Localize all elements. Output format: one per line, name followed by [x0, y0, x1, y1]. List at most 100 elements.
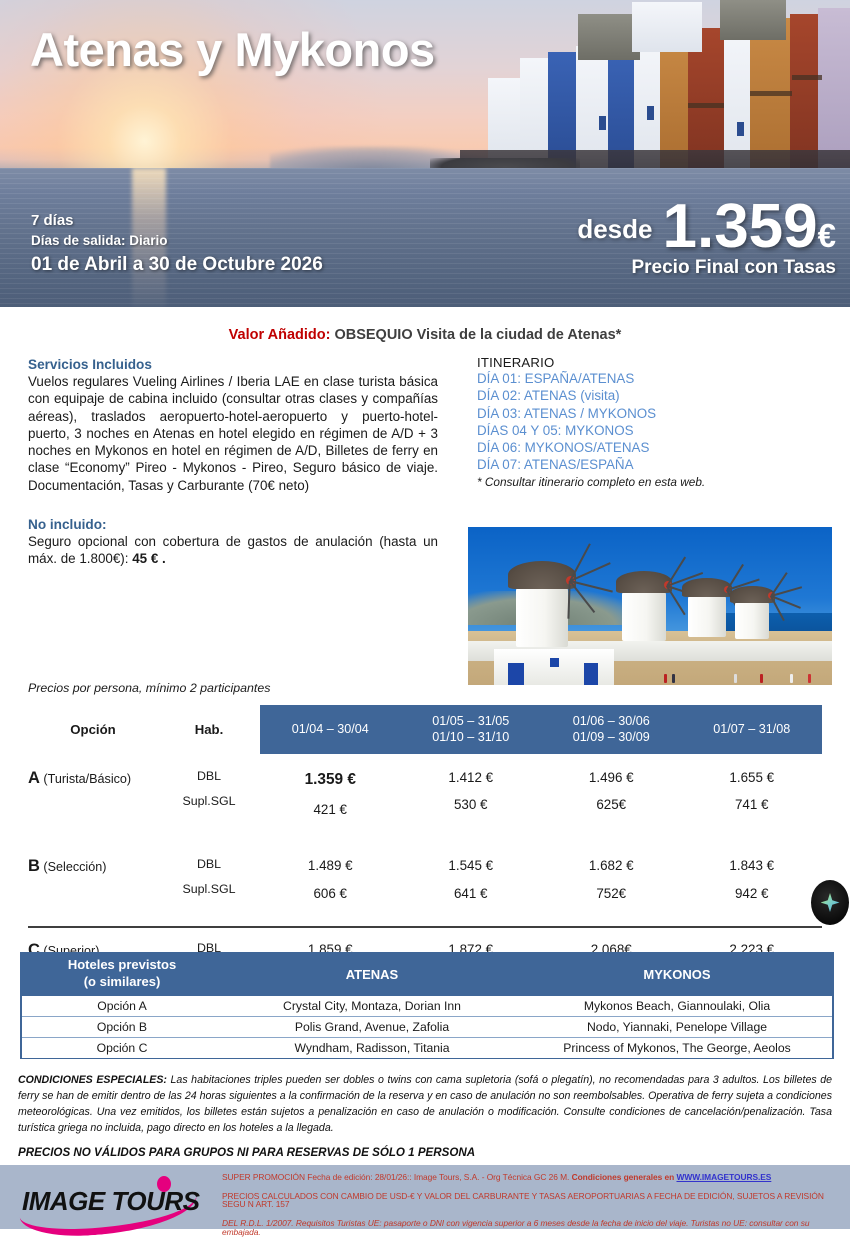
mykonos-windmills-photo [468, 527, 832, 685]
header-date-columns: 01/04 – 30/04 01/05 – 31/05 01/10 – 31/1… [260, 705, 822, 754]
windmill-4 [730, 571, 802, 639]
price-final-note: Precio Final con Tasas [631, 257, 836, 279]
windmill-1 [508, 542, 613, 647]
header-hab: Hab. [194, 722, 224, 737]
price-currency: € [817, 217, 836, 255]
price-row-a-hab-dbl: DBL [196, 769, 222, 783]
date-column-2-line2: 01/10 – 31/10 [432, 729, 510, 744]
hotels-row-b: Opción B Polis Grand, Avenue, Zafolia No… [22, 1017, 832, 1038]
price-a-sgl-4: 741 € [734, 797, 769, 813]
logo-dot-icon [157, 1176, 171, 1192]
itinerary-day-6: DÍA 06: MYKONOS/ATENAS [477, 440, 650, 456]
itinerary-day-3: DÍA 03: ATENAS / MYKONOS [477, 405, 657, 421]
price-row-b: B (Selección) DBL Supl.SGL 1.489 € 606 €… [28, 852, 822, 907]
footer-legal-text: SUPER PROMOCIÓN Fecha de edición: 28/01/… [222, 1173, 842, 1247]
price-row-a-col-3: 1.496 € 625€ [541, 764, 682, 823]
price-row-b-col-2: 1.545 € 641 € [401, 852, 542, 907]
itinerary-block: ITINERARIO DÍA 01: ESPAÑA/ATENAS DÍA 02:… [477, 355, 827, 489]
page-title: Atenas y Mykonos [30, 23, 435, 76]
price-b-sgl-3: 752€ [596, 885, 627, 901]
price-b-dbl-1: 1.489 € [307, 858, 353, 874]
price-row-a-letter: A [28, 769, 40, 787]
price-row-a: A (Turista/Básico) DBL Supl.SGL 1.359 € … [28, 764, 822, 823]
price-row-a-hab: DBL Supl.SGL [158, 764, 260, 815]
photo-person-4 [760, 674, 763, 683]
hero-price-block: desde 1.359 € Precio Final con Tasas [577, 192, 836, 279]
price-row-b-hab: DBL Supl.SGL [158, 852, 260, 903]
itinerary-note: * Consultar itinerario completo en esta … [477, 474, 706, 489]
added-value-label: Valor Añadido: [228, 327, 331, 343]
price-row-spacer-2 [28, 907, 822, 936]
hotels-header-atenas: ATENAS [345, 966, 399, 982]
windmill-2 [616, 556, 704, 641]
photo-door-1 [508, 663, 524, 685]
hero-banner: Atenas y Mykonos 7 días Días de salida: … [0, 0, 850, 307]
added-value-text: OBSEQUIO Visita de la ciudad de Atenas* [330, 327, 622, 343]
price-row-a-col-4: 1.655 € 741 € [682, 764, 823, 823]
hotels-row-b-atenas: Polis Grand, Avenue, Zafolia [294, 1020, 450, 1034]
hotels-row-b-mykonos: Nodo, Yiannaki, Penelope Village [586, 1020, 767, 1034]
prices-table: Opción Hab. 01/04 – 30/04 01/05 – 31/05 … [28, 705, 822, 991]
price-row-a-hab-sgl: Supl.SGL [182, 794, 236, 809]
price-b-sgl-2: 641 € [453, 885, 488, 901]
hero-trip-info: 7 días Días de salida: Diario 01 de Abri… [31, 212, 323, 276]
price-row-b-name: (Selección) [39, 860, 107, 875]
special-conditions-label: CONDICIONES ESPECIALES: [18, 1074, 167, 1086]
hotels-row-a-atenas: Crystal City, Montaza, Dorian Inn [283, 999, 461, 1013]
price-row-a-col-1: 1.359 € 421 € [260, 764, 401, 823]
price-row-c-hab-dbl: DBL [196, 940, 222, 955]
itinerary-title: ITINERARIO [477, 355, 555, 370]
hero-overlay [0, 176, 850, 307]
hotels-row-c-option: Opción C [96, 1041, 148, 1055]
price-row-b-option: B (Selección) [28, 852, 158, 876]
services-column: Servicios Incluidos Vuelos regulares Vue… [28, 357, 438, 568]
price-a-sgl-3: 625€ [596, 797, 627, 813]
hotels-row-c-mykonos: Princess of Mykonos, The George, Aeolos [563, 1041, 791, 1055]
price-row-spacer-1 [28, 823, 822, 852]
trip-duration: 7 días [31, 212, 74, 229]
photo-door-2 [584, 663, 598, 685]
departure-days: Días de salida: Diario [31, 233, 168, 248]
hotels-table: Hoteles previstos (o similares) ATENAS M… [20, 952, 834, 1059]
price-amount: 1.359 [662, 192, 818, 261]
price-a-sgl-1: 421 € [313, 801, 347, 817]
hotels-row-b-option: Opción B [96, 1020, 148, 1034]
not-included-body: Seguro opcional con cobertura de gastos … [28, 533, 438, 567]
imagetours-website-link[interactable]: WWW.IMAGETOURS.ES [676, 1172, 772, 1182]
page-footer: IMAGE TOURS SUPER PROMOCIÓN Fecha de edi… [0, 1165, 850, 1241]
hotels-row-a-mykonos: Mykonos Beach, Giannoulaki, Olia [583, 999, 771, 1013]
date-column-1: 01/04 – 30/04 [260, 705, 401, 754]
date-column-4-line1: 01/07 – 31/08 [713, 721, 791, 736]
price-b-dbl-4: 1.843 € [729, 858, 775, 874]
date-column-3-line2: 01/09 – 30/09 [572, 729, 650, 744]
price-row-a-name: (Turista/Básico) [39, 772, 132, 786]
image-tours-logo[interactable]: IMAGE TOURS [18, 1173, 208, 1241]
header-option: Opción [70, 722, 116, 737]
photo-window-1 [550, 658, 559, 667]
four-point-star-icon [820, 893, 840, 912]
itinerary-day-1: DÍA 01: ESPAÑA/ATENAS [477, 371, 635, 386]
travel-dates: 01 de Abril a 30 de Octubre 2026 [31, 254, 323, 275]
prices-bottom-rule [28, 926, 822, 928]
photo-person-3 [734, 674, 737, 683]
date-column-3-line1: 01/06 – 30/06 [572, 713, 650, 728]
itinerary-day-4-5: DÍAS 04 Y 05: MYKONOS [477, 422, 634, 438]
hotels-header-col1-line1: Hoteles previstos [67, 957, 177, 973]
price-b-dbl-2: 1.545 € [448, 858, 494, 874]
price-a-dbl-2: 1.412 € [448, 770, 494, 785]
price-row-b-hab-dbl: DBL [196, 857, 222, 872]
price-row-a-values: 1.359 € 421 € 1.412 € 530 € 1.496 € 625€… [260, 764, 822, 823]
date-column-2: 01/05 – 31/05 01/10 – 31/10 [401, 705, 542, 754]
photo-person-6 [808, 674, 811, 683]
prices-table-header: Opción Hab. 01/04 – 30/04 01/05 – 31/05 … [28, 705, 822, 754]
footer-line-1a: SUPER PROMOCIÓN Fecha de edición: 28/01/… [222, 1172, 572, 1182]
hotels-header-col1: Hoteles previstos (o similares) [22, 952, 222, 996]
date-column-3: 01/06 – 30/06 01/09 – 30/09 [541, 705, 682, 754]
included-services-text: Vuelos regulares Vueling Airlines / Iber… [28, 374, 438, 493]
hotels-header-col1-line2: (o similares) [83, 974, 161, 989]
footer-line-1b: Condiciones generales en [571, 1172, 677, 1182]
hotels-row-c: Opción C Wyndham, Radisson, Titania Prin… [22, 1038, 832, 1059]
sparkle-badge-icon[interactable] [811, 880, 849, 925]
photo-person-5 [790, 674, 793, 683]
